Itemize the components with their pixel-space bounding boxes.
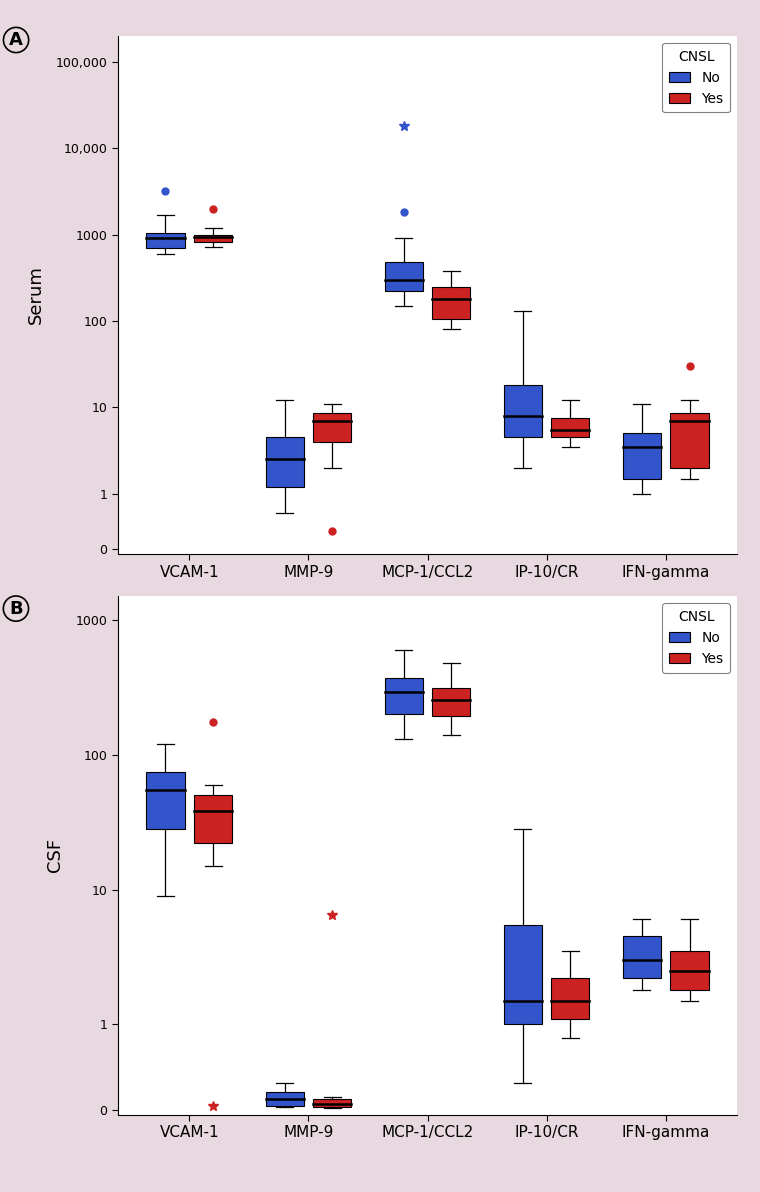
- Text: A: A: [9, 31, 23, 49]
- Bar: [504, 385, 542, 437]
- Bar: [670, 951, 708, 991]
- Legend: No, Yes: No, Yes: [662, 43, 730, 112]
- Bar: [623, 434, 661, 478]
- Y-axis label: Serum: Serum: [27, 266, 44, 324]
- Bar: [623, 937, 661, 979]
- Y-axis label: CSF: CSF: [46, 838, 65, 873]
- Bar: [313, 414, 351, 442]
- Bar: [385, 678, 423, 714]
- Bar: [265, 1092, 304, 1105]
- Legend: No, Yes: No, Yes: [662, 603, 730, 672]
- Bar: [552, 979, 590, 1019]
- Bar: [432, 286, 470, 319]
- Bar: [432, 688, 470, 715]
- Bar: [670, 414, 708, 467]
- Bar: [385, 262, 423, 291]
- Bar: [147, 232, 185, 248]
- Bar: [504, 925, 542, 1024]
- Bar: [194, 795, 232, 844]
- Bar: [147, 771, 185, 830]
- Bar: [313, 1099, 351, 1107]
- Bar: [194, 235, 232, 242]
- Text: B: B: [9, 600, 23, 617]
- Bar: [265, 437, 304, 486]
- Bar: [552, 418, 590, 437]
